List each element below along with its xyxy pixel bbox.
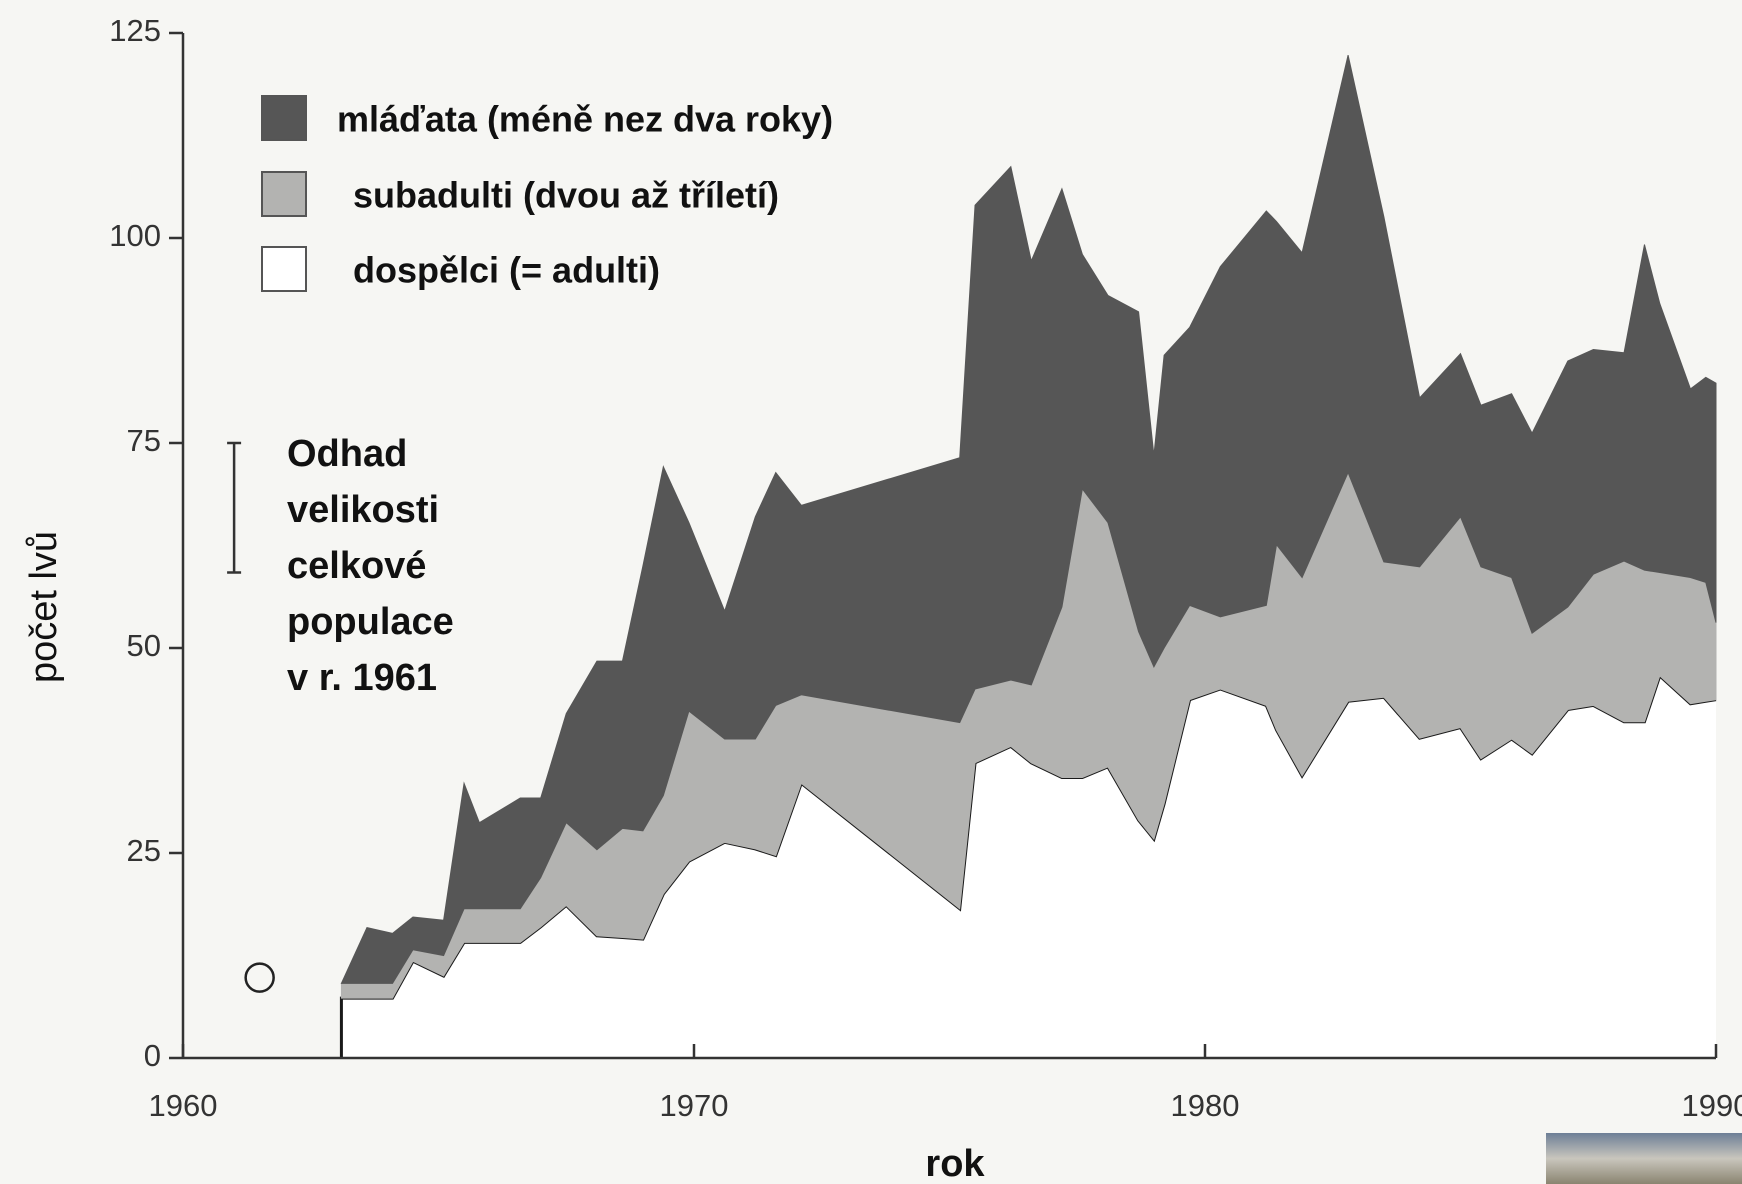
- legend-label: mláďata (méně nez dva roky): [337, 99, 833, 140]
- y-tick-label: 75: [127, 423, 161, 458]
- legend-label: dospělci (= adulti): [353, 250, 660, 291]
- x-tick-label: 1980: [1171, 1088, 1240, 1123]
- annotation: velikosti: [287, 489, 439, 531]
- legend-swatch: [261, 95, 307, 141]
- area: [340, 55, 1717, 984]
- x-tick-label: 1970: [660, 1088, 729, 1123]
- y-tick-label: 100: [109, 218, 161, 253]
- x-axis-label: rok: [925, 1143, 985, 1184]
- annotation: v r. 1961: [287, 657, 437, 699]
- annotation: celkové: [287, 545, 426, 587]
- x-tick-label: 1960: [149, 1088, 218, 1123]
- legend-swatch: [261, 171, 307, 217]
- estimate-range: [227, 441, 242, 574]
- x-tick-label: 1990: [1682, 1088, 1742, 1123]
- y-tick-label: 125: [109, 13, 161, 48]
- y-axis-label: počet lvů: [23, 531, 65, 683]
- y-tick-label: 50: [127, 628, 161, 663]
- legend-swatch: [261, 246, 307, 292]
- annotation: Odhad: [287, 433, 407, 475]
- y-tick-label: 25: [127, 833, 161, 868]
- area: [341, 675, 1716, 1058]
- photo-fragment: [1546, 1133, 1742, 1184]
- y-tick-label: 0: [144, 1038, 161, 1073]
- legend-label: subadulti (dvou až tříletí): [353, 175, 779, 216]
- annotation: populace: [287, 601, 454, 643]
- estimate-point: [244, 962, 275, 993]
